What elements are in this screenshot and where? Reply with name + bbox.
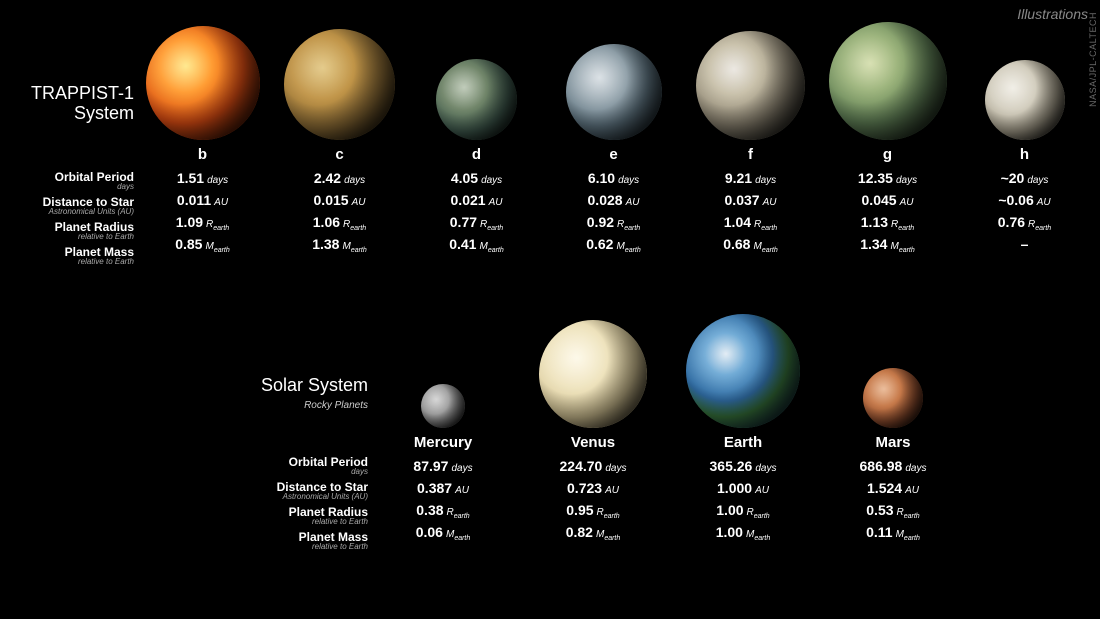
metric-value: 0.85Mearth: [134, 233, 271, 255]
planet-f: f 9.21days0.037AU1.04Rearth0.68Mearth: [682, 22, 819, 268]
metric-label: Planet Massrelative to Earth: [240, 531, 368, 553]
metric-value: 0.53Rearth: [818, 499, 968, 521]
metric-value: 0.021AU: [408, 189, 545, 211]
planet-name: Mars: [818, 434, 968, 451]
metric-value: 0.76Rearth: [956, 211, 1093, 233]
metric-value: 87.97days: [368, 455, 518, 477]
metric-value: 0.11Mearth: [818, 521, 968, 543]
metric-value: –: [956, 233, 1093, 255]
metric-value: ~20days: [956, 167, 1093, 189]
planet-image: [368, 310, 518, 428]
metric-value: 0.387AU: [368, 477, 518, 499]
metric-value: 2.42days: [271, 167, 408, 189]
planet-name: e: [545, 146, 682, 163]
planet-image: [271, 22, 408, 140]
metric-value: 1.06Rearth: [271, 211, 408, 233]
metric-value: 365.26days: [668, 455, 818, 477]
planet-name: c: [271, 146, 408, 163]
planet-columns: Mercury 87.97days0.387AU0.38Rearth0.06Mea…: [368, 310, 968, 553]
system-title: TRAPPIST-1System: [12, 84, 134, 124]
metric-label: Distance to StarAstronomical Units (AU): [240, 481, 368, 503]
planet-image: [408, 22, 545, 140]
metric-value: 0.77Rearth: [408, 211, 545, 233]
system-subtitle: Rocky Planets: [240, 400, 368, 411]
metric-value: 0.41Mearth: [408, 233, 545, 255]
metric-value: 0.037AU: [682, 189, 819, 211]
metric-value: 1.51days: [134, 167, 271, 189]
planet-earth: Earth 365.26days1.000AU1.00Rearth1.00Mear…: [668, 310, 818, 553]
metric-value: 1.524AU: [818, 477, 968, 499]
row-labels: TRAPPIST-1System Orbital Perioddays Distan…: [12, 22, 134, 268]
metric-value: 0.015AU: [271, 189, 408, 211]
metric-value: 1.00Rearth: [668, 499, 818, 521]
metric-value: 0.045AU: [819, 189, 956, 211]
metric-label: Planet Radiusrelative to Earth: [240, 506, 368, 528]
planet-image: [518, 310, 668, 428]
planet-name: d: [408, 146, 545, 163]
planet-c: c 2.42days0.015AU1.06Rearth1.38Mearth: [271, 22, 408, 268]
metric-value: 0.723AU: [518, 477, 668, 499]
metric-value: 0.38Rearth: [368, 499, 518, 521]
planet-d: d 4.05days0.021AU0.77Rearth0.41Mearth: [408, 22, 545, 268]
metric-label: Planet Radiusrelative to Earth: [12, 221, 134, 243]
planet-image: [668, 310, 818, 428]
metric-value: 6.10days: [545, 167, 682, 189]
metric-value: 1.13Rearth: [819, 211, 956, 233]
metric-label: Planet Massrelative to Earth: [12, 246, 134, 268]
planet-image: [818, 310, 968, 428]
metric-value: 1.34Mearth: [819, 233, 956, 255]
metric-label: Distance to StarAstronomical Units (AU): [12, 196, 134, 218]
planet-e: e 6.10days0.028AU0.92Rearth0.62Mearth: [545, 22, 682, 268]
metric-value: 0.028AU: [545, 189, 682, 211]
metric-value: 9.21days: [682, 167, 819, 189]
metric-value: 224.70days: [518, 455, 668, 477]
system-title: Solar System: [240, 376, 368, 396]
solar-system: Solar System Rocky Planets Orbital Periodd…: [240, 310, 968, 553]
planet-g: g 12.35days0.045AU1.13Rearth1.34Mearth: [819, 22, 956, 268]
planet-h: h ~20days~0.06AU0.76Rearth–: [956, 22, 1093, 268]
metric-value: 0.92Rearth: [545, 211, 682, 233]
planet-name: Venus: [518, 434, 668, 451]
row-labels: Solar System Rocky Planets Orbital Periodd…: [240, 310, 368, 553]
planet-columns: b 1.51days0.011AU1.09Rearth0.85Mearth c 2.4…: [134, 22, 1093, 268]
trappist-system: TRAPPIST-1System Orbital Perioddays Distan…: [12, 22, 1093, 268]
planet-b: b 1.51days0.011AU1.09Rearth0.85Mearth: [134, 22, 271, 268]
metric-value: 0.011AU: [134, 189, 271, 211]
credit-illustrations: Illustrations: [1017, 6, 1088, 22]
metric-value: 1.38Mearth: [271, 233, 408, 255]
metric-value: ~0.06AU: [956, 189, 1093, 211]
metric-value: 1.000AU: [668, 477, 818, 499]
metric-value: 1.00Mearth: [668, 521, 818, 543]
planet-mars: Mars 686.98days1.524AU0.53Rearth0.11Meart…: [818, 310, 968, 553]
metric-value: 0.62Mearth: [545, 233, 682, 255]
metric-value: 0.06Mearth: [368, 521, 518, 543]
metric-value: 1.04Rearth: [682, 211, 819, 233]
metric-value: 4.05days: [408, 167, 545, 189]
planet-venus: Venus 224.70days0.723AU0.95Rearth0.82Mear…: [518, 310, 668, 553]
planet-name: Earth: [668, 434, 818, 451]
metric-value: 1.09Rearth: [134, 211, 271, 233]
planet-image: [134, 22, 271, 140]
planet-name: g: [819, 146, 956, 163]
planet-name: h: [956, 146, 1093, 163]
metric-value: 12.35days: [819, 167, 956, 189]
metric-value: 686.98days: [818, 455, 968, 477]
planet-mercury: Mercury 87.97days0.387AU0.38Rearth0.06Mea…: [368, 310, 518, 553]
metric-label: Orbital Perioddays: [12, 171, 134, 193]
planet-image: [682, 22, 819, 140]
planet-name: Mercury: [368, 434, 518, 451]
metric-label: Orbital Perioddays: [240, 456, 368, 478]
metric-value: 0.68Mearth: [682, 233, 819, 255]
planet-image: [545, 22, 682, 140]
metric-value: 0.82Mearth: [518, 521, 668, 543]
metric-value: 0.95Rearth: [518, 499, 668, 521]
planet-image: [819, 22, 956, 140]
planet-name: b: [134, 146, 271, 163]
planet-image: [956, 22, 1093, 140]
planet-name: f: [682, 146, 819, 163]
